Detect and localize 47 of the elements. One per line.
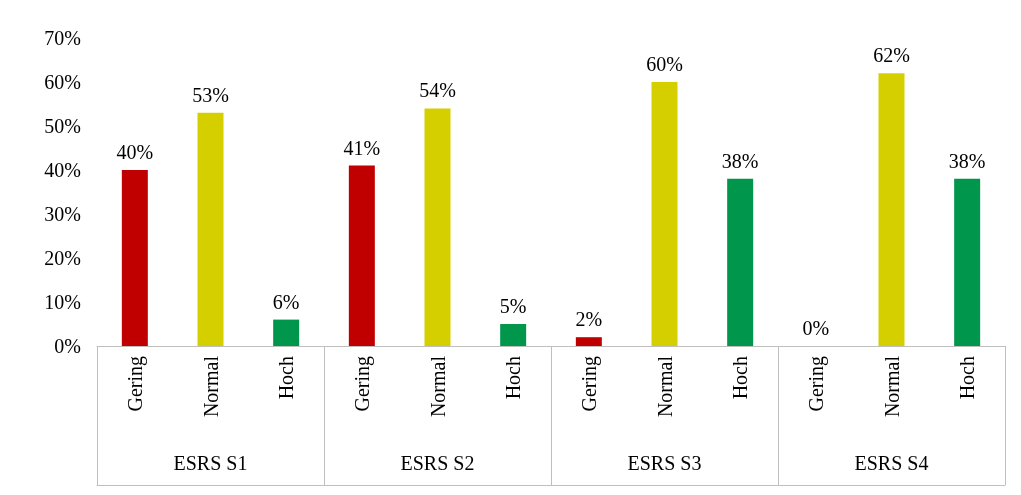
y-tick-label: 0% — [54, 335, 81, 357]
bar — [878, 73, 905, 346]
data-label: 54% — [419, 79, 456, 102]
x-tick-label: Gering — [577, 356, 601, 412]
data-label: 0% — [802, 317, 830, 339]
data-label: 62% — [873, 44, 910, 67]
x-tick-label: Hoch — [502, 356, 525, 400]
x-tick-label: Hoch — [729, 356, 752, 400]
x-tick-label: Gering — [123, 356, 147, 412]
bar — [651, 82, 678, 346]
y-tick-label: 10% — [44, 291, 81, 313]
bar — [500, 324, 527, 346]
text: ESRS S2 — [400, 452, 475, 474]
x-tick-label: Normal — [653, 355, 676, 418]
x-tick-label: Gering — [350, 356, 374, 412]
bar — [954, 178, 981, 346]
bar — [424, 108, 451, 346]
text: ESRS S3 — [627, 452, 702, 474]
data-label: 38% — [721, 149, 759, 172]
x-tick-label: Hoch — [275, 356, 298, 400]
y-tick-label: 60% — [44, 71, 81, 93]
bar — [197, 112, 224, 346]
data-label: 60% — [646, 53, 683, 75]
data-label: 53% — [192, 83, 229, 106]
x-tick-label: Hoch — [956, 356, 979, 400]
y-tick-label: 70% — [44, 27, 81, 49]
y-tick-label: 30% — [44, 203, 81, 225]
y-tick-label: 20% — [44, 247, 81, 269]
bar — [575, 337, 602, 346]
data-label: 2% — [575, 308, 603, 331]
bar — [273, 319, 300, 346]
bar — [348, 165, 375, 346]
data-label: 6% — [272, 290, 300, 313]
x-tick-label: Gering — [804, 356, 828, 412]
bar — [121, 170, 148, 346]
x-tick-label: Normal — [426, 355, 449, 418]
bar — [727, 178, 754, 346]
text: ESRS S4 — [854, 452, 929, 474]
data-label: 5% — [499, 295, 527, 317]
text: ESRS S1 — [173, 452, 248, 474]
y-tick-label: 50% — [44, 115, 81, 137]
y-tick-label: 40% — [44, 159, 81, 181]
x-tick-label: Normal — [880, 355, 903, 418]
data-label: 41% — [343, 136, 381, 159]
data-label: 40% — [116, 141, 154, 163]
x-tick-label: Normal — [199, 355, 222, 418]
data-label: 38% — [948, 149, 986, 172]
